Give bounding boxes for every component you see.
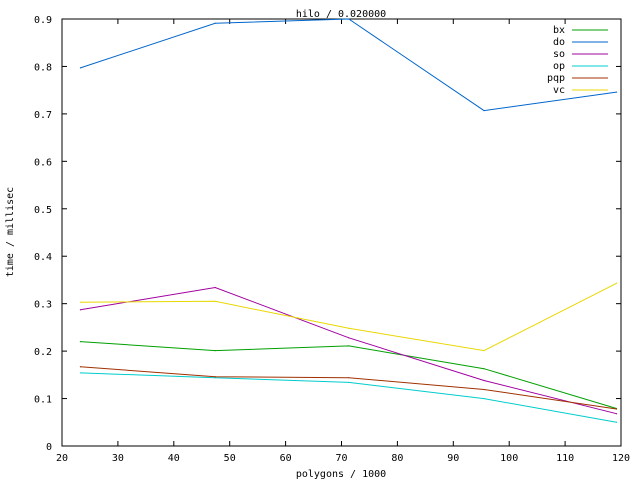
data-point-vc (483, 350, 485, 352)
y-tick-label: 0.5 (34, 205, 52, 216)
x-tick-label: 20 (56, 453, 68, 464)
series-line-do (80, 18, 617, 112)
data-point-pqp (348, 377, 350, 379)
y-tick-label: 0.7 (34, 110, 52, 121)
data-point-pqp (214, 376, 216, 378)
x-tick-label: 70 (335, 453, 347, 464)
y-tick-label: 0 (46, 442, 52, 453)
data-point-so (79, 309, 82, 311)
y-tick-label: 0.1 (34, 395, 52, 406)
axis-ticks: 20 30 40 50 60 70 80 90 100 110 120 0 0.1 0.2 0.3 0.4 0.… (34, 15, 630, 464)
y-tick-label: 0.3 (34, 300, 52, 311)
y-tick-label: 0.2 (34, 347, 52, 358)
series-line-pqp (80, 366, 617, 410)
y-tick-label: 0.8 (34, 62, 52, 73)
data-point-do (483, 109, 485, 112)
data-point-op (615, 421, 618, 423)
data-point-vc (348, 327, 350, 329)
x-tick-label: 110 (556, 453, 574, 464)
data-point-so (483, 379, 485, 382)
data-point-so (348, 337, 350, 339)
legend-label-op: op (553, 61, 565, 72)
data-point-pqp (615, 408, 618, 410)
legend-label-pqp: pqp (547, 73, 565, 84)
x-tick-label: 120 (612, 453, 630, 464)
data-point-op (214, 377, 216, 379)
data-point-op (79, 372, 82, 374)
series-line-bx (80, 341, 617, 409)
x-tick-label: 90 (447, 453, 459, 464)
data-point-vc (79, 301, 82, 303)
data-point-do (348, 18, 350, 20)
data-point-pqp (483, 388, 485, 391)
data-point-do (79, 67, 82, 69)
data-point-bx (348, 345, 350, 347)
data-point-bx (483, 368, 485, 370)
x-tick-label: 30 (112, 453, 124, 464)
y-tick-label: 0.6 (34, 157, 52, 168)
x-tick-label: 60 (280, 453, 292, 464)
data-point-op (348, 381, 350, 384)
data-point-so (615, 413, 618, 415)
series-lines (79, 18, 618, 423)
legend-label-do: do (553, 37, 565, 48)
x-tick-label: 50 (224, 453, 236, 464)
series-line-so (80, 286, 617, 415)
y-axis-label: time / millisec (5, 187, 16, 277)
data-point-do (615, 91, 618, 93)
data-point-bx (79, 341, 82, 343)
legend-label-so: so (553, 49, 565, 60)
y-tick-label: 0.9 (34, 15, 52, 26)
data-point-so (214, 286, 216, 289)
x-tick-label: 80 (391, 453, 403, 464)
chart-title: hilo / 0.020000 (296, 9, 386, 20)
series-line-vc (80, 282, 617, 352)
data-point-vc (214, 300, 216, 302)
x-axis-label: polygons / 1000 (296, 469, 386, 480)
x-tick-label: 40 (168, 453, 180, 464)
data-point-vc (615, 282, 618, 284)
x-tick-label: 100 (500, 453, 518, 464)
y-tick-label: 0.4 (34, 252, 52, 263)
legend-label-vc: vc (553, 85, 565, 96)
data-point-do (214, 22, 216, 24)
data-point-pqp (79, 366, 82, 368)
data-point-op (483, 397, 485, 400)
legend-label-bx: bx (553, 25, 565, 36)
data-point-bx (214, 350, 216, 352)
